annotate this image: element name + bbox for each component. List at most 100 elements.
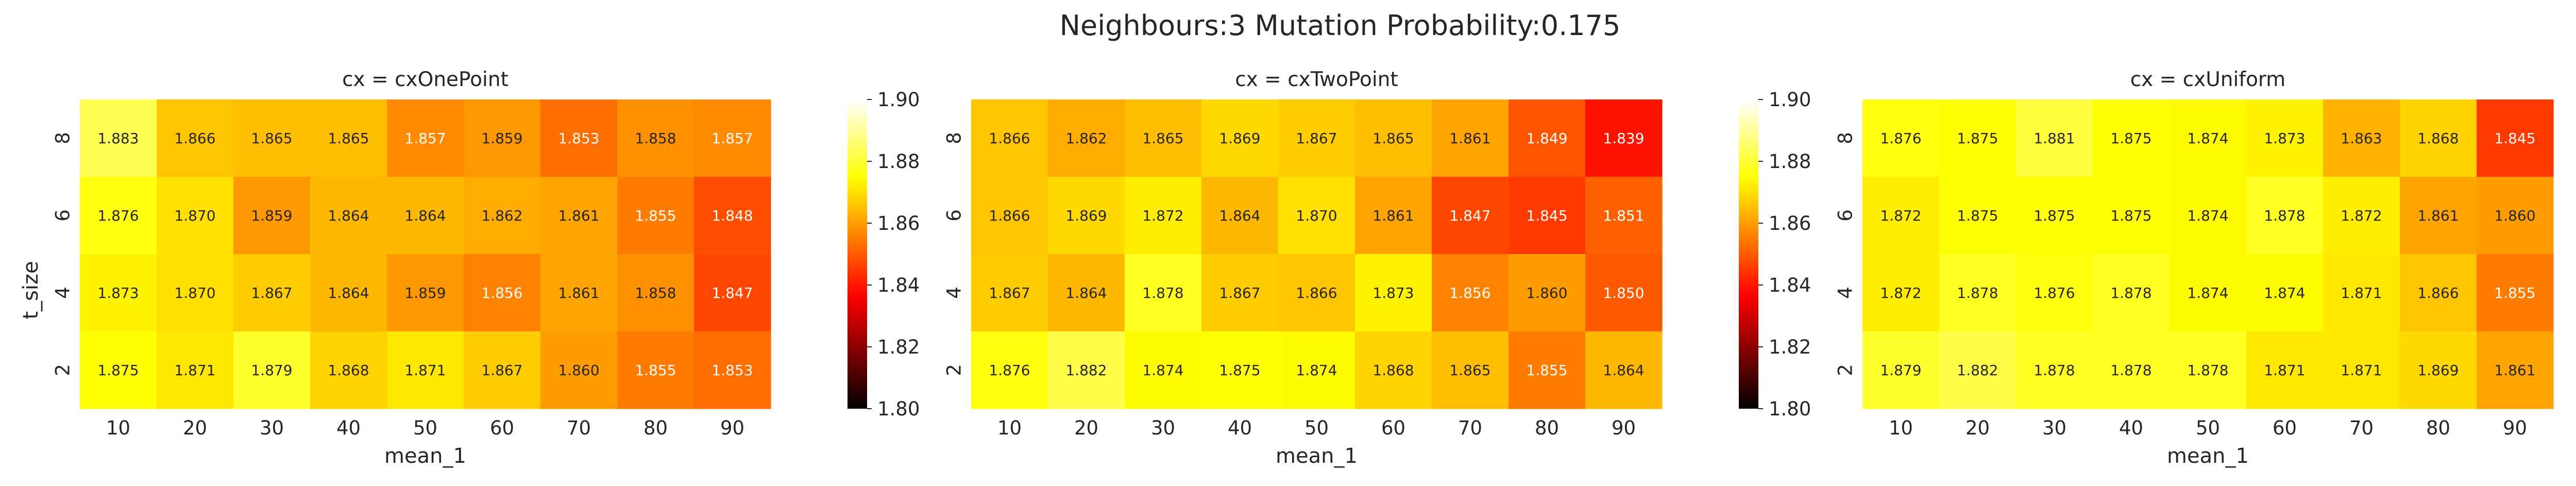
heatmap-cell (387, 177, 464, 255)
x-tick-label: 10 (997, 417, 1022, 439)
cell-value-label: 1.871 (174, 362, 215, 379)
y-tick-label: 2 (943, 364, 965, 376)
colorbar-tick-label: 1.86 (877, 212, 920, 234)
heatmap-cell (1509, 254, 1586, 332)
heatmap-cell (157, 331, 234, 409)
y-axis-label: t_size (19, 261, 43, 319)
heatmap-cell (2016, 254, 2093, 332)
heatmap-cell (2170, 254, 2247, 332)
cell-value-label: 1.855 (635, 362, 676, 379)
heatmap-cell (464, 331, 541, 409)
cell-value-label: 1.853 (711, 362, 753, 379)
heatmap-cell (1048, 177, 1125, 255)
cell-value-label: 1.858 (635, 284, 676, 301)
heatmap-cell (80, 177, 157, 255)
cell-value-label: 1.845 (2494, 130, 2535, 147)
x-tick-label: 70 (567, 417, 591, 439)
cell-value-label: 1.847 (711, 284, 753, 301)
cell-value-label: 1.861 (558, 207, 599, 224)
heatmap-cell (80, 331, 157, 409)
y-tick-label: 6 (52, 209, 74, 222)
cell-value-label: 1.864 (1065, 284, 1107, 301)
heatmap-cell (1125, 331, 1202, 409)
cell-value-label: 1.865 (251, 130, 292, 147)
heatmap-cell (694, 331, 771, 409)
y-tick-label: 4 (52, 287, 74, 299)
colorbar-tick-label: 1.84 (1769, 274, 1811, 296)
heatmap-cell (1278, 99, 1355, 177)
cell-value-label: 1.874 (1142, 362, 1183, 379)
cell-value-label: 1.875 (2110, 130, 2151, 147)
heatmap-cell (2016, 177, 2093, 255)
heatmap-cell (310, 254, 387, 332)
colorbar-tick-label: 1.88 (877, 150, 920, 173)
cell-value-label: 1.864 (404, 207, 446, 224)
cell-value-label: 1.875 (1957, 207, 1998, 224)
cell-value-label: 1.876 (97, 207, 139, 224)
cell-value-label: 1.868 (2417, 130, 2459, 147)
heatmap-cell (80, 254, 157, 332)
colorbar-tick-label: 1.82 (1769, 336, 1811, 358)
x-tick-label: 90 (720, 417, 744, 439)
heatmap-cell (1862, 99, 1940, 177)
cell-value-label: 1.851 (1603, 207, 1644, 224)
cell-value-label: 1.847 (1449, 207, 1490, 224)
heatmap-cell (1278, 331, 1355, 409)
heatmap-cell (2246, 254, 2324, 332)
heatmap-cell (2246, 99, 2324, 177)
x-axis-label: mean_1 (2167, 444, 2249, 468)
heatmap-cell (310, 177, 387, 255)
cell-value-label: 1.882 (1957, 362, 1998, 379)
cell-value-label: 1.865 (328, 130, 369, 147)
heatmap-cell (233, 331, 311, 409)
x-tick-label: 20 (1074, 417, 1098, 439)
cell-value-label: 1.855 (2494, 284, 2535, 301)
heatmap-cell (2246, 177, 2324, 255)
heatmap-cell (157, 99, 234, 177)
heatmap-cell (1355, 254, 1432, 332)
cell-value-label: 1.879 (1880, 362, 1921, 379)
cell-value-label: 1.878 (1957, 284, 1998, 301)
cell-value-label: 1.871 (2341, 362, 2382, 379)
heatmap-cell (2323, 177, 2400, 255)
heatmap-cell (1048, 254, 1125, 332)
figure-suptitle: Neighbours:3 Mutation Probability:0.175 (1060, 9, 1621, 42)
heatmap-cell (1125, 99, 1202, 177)
y-tick-label: 8 (1835, 132, 1857, 144)
heatmap-cell (2016, 331, 2093, 409)
y-tick-label: 4 (943, 287, 965, 299)
cell-value-label: 1.857 (404, 130, 446, 147)
cell-value-label: 1.860 (558, 362, 599, 379)
cell-value-label: 1.861 (1449, 130, 1490, 147)
heatmap-cell (1278, 177, 1355, 255)
x-tick-label: 70 (1458, 417, 1482, 439)
x-tick-label: 60 (1381, 417, 1405, 439)
heatmap-cell (2400, 331, 2477, 409)
heatmap-cell (157, 254, 234, 332)
cell-value-label: 1.850 (1603, 284, 1644, 301)
colorbar-tick-label: 1.90 (1769, 89, 1811, 111)
heatmap-cell (464, 99, 541, 177)
heatmap-cell (233, 254, 311, 332)
heatmap-cell (2093, 331, 2170, 409)
cell-value-label: 1.864 (1603, 362, 1644, 379)
cell-value-label: 1.873 (2264, 130, 2305, 147)
cell-value-label: 1.868 (328, 362, 369, 379)
heatmap-cell (157, 177, 234, 255)
cell-value-label: 1.860 (2494, 207, 2535, 224)
x-axis-label: mean_1 (384, 444, 466, 468)
cell-value-label: 1.871 (2341, 284, 2382, 301)
cell-value-label: 1.857 (711, 130, 753, 147)
cell-value-label: 1.866 (1296, 284, 1337, 301)
colorbar-tick-label: 1.84 (877, 274, 920, 296)
cell-value-label: 1.861 (1372, 207, 1414, 224)
heatmap-cell (1278, 254, 1355, 332)
x-tick-label: 40 (1228, 417, 1252, 439)
y-tick-label: 8 (52, 132, 74, 144)
heatmap-cell (971, 331, 1048, 409)
heatmap-cell (233, 99, 311, 177)
heatmap-cell (1939, 254, 2016, 332)
x-tick-label: 90 (1612, 417, 1636, 439)
heatmap-cell (1509, 331, 1586, 409)
heatmap-cell (1432, 177, 1509, 255)
